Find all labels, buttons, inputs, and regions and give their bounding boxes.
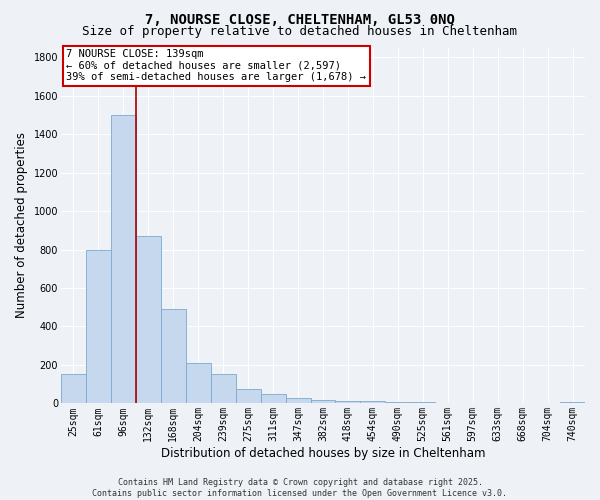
Text: Contains HM Land Registry data © Crown copyright and database right 2025.
Contai: Contains HM Land Registry data © Crown c… [92,478,508,498]
Bar [211,374,236,404]
Bar [86,250,111,404]
Text: Size of property relative to detached houses in Cheltenham: Size of property relative to detached ho… [83,25,517,38]
Bar [161,309,186,404]
Bar [560,402,585,404]
Bar [61,374,86,404]
Bar [186,363,211,404]
Y-axis label: Number of detached properties: Number of detached properties [15,132,28,318]
Text: 7, NOURSE CLOSE, CHELTENHAM, GL53 0NQ: 7, NOURSE CLOSE, CHELTENHAM, GL53 0NQ [145,12,455,26]
Bar [335,400,361,404]
Bar [286,398,311,404]
Text: 7 NOURSE CLOSE: 139sqm
← 60% of detached houses are smaller (2,597)
39% of semi-: 7 NOURSE CLOSE: 139sqm ← 60% of detached… [66,50,366,82]
Bar [385,402,410,404]
Bar [410,402,435,404]
Bar [361,402,385,404]
Bar [311,400,335,404]
X-axis label: Distribution of detached houses by size in Cheltenham: Distribution of detached houses by size … [161,447,485,460]
Bar [260,394,286,404]
Bar [111,115,136,404]
Bar [236,389,260,404]
Bar [136,236,161,404]
